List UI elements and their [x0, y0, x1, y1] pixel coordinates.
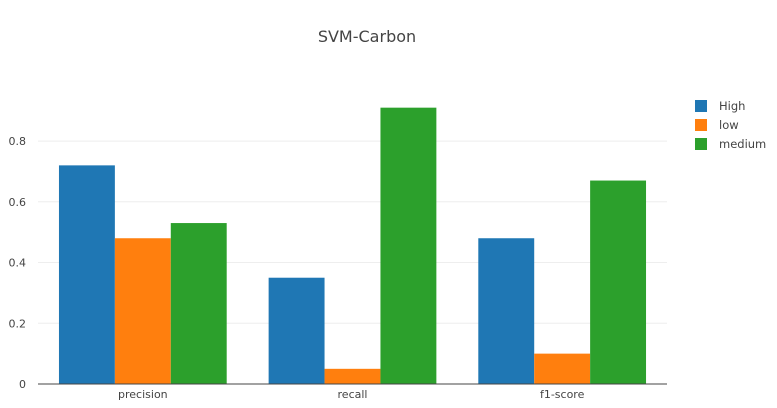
bar-high-recall[interactable]	[268, 277, 325, 384]
x-tick-label: precision	[118, 388, 168, 401]
chart-title: SVM-Carbon	[318, 27, 416, 46]
bar-high-precision[interactable]	[58, 165, 115, 384]
y-tick-label: 0	[19, 378, 26, 391]
legend-swatch	[695, 100, 707, 112]
axis-layer: 0 0.2 0.4 0.6 0.8 precision recall f1-score	[9, 135, 667, 401]
legend-swatch	[695, 119, 707, 131]
x-tick-label: recall	[338, 388, 368, 401]
bar-medium-precision[interactable]	[170, 223, 227, 384]
y-tick-label: 0.4	[9, 257, 27, 270]
y-tick-label: 0.2	[9, 317, 27, 330]
bar-medium-recall[interactable]	[380, 107, 437, 385]
legend-item-medium[interactable]: medium	[695, 137, 766, 151]
bars-layer	[58, 107, 647, 385]
legend-label: High	[719, 99, 745, 113]
y-tick-label: 0.8	[9, 135, 27, 148]
legend-item-low[interactable]: low	[695, 118, 739, 132]
bar-low-recall[interactable]	[324, 368, 381, 384]
bar-low-precision[interactable]	[114, 238, 171, 384]
legend[interactable]: High low medium	[695, 99, 766, 151]
legend-item-high[interactable]: High	[695, 99, 745, 113]
legend-label: low	[719, 118, 739, 132]
bar-medium-f1-score[interactable]	[590, 180, 647, 384]
bar-high-f1-score[interactable]	[478, 238, 535, 384]
y-tick-label: 0.6	[9, 196, 27, 209]
legend-swatch	[695, 138, 707, 150]
bar-low-f1-score[interactable]	[534, 353, 591, 384]
x-tick-label: f1-score	[540, 388, 585, 401]
legend-label: medium	[719, 137, 766, 151]
